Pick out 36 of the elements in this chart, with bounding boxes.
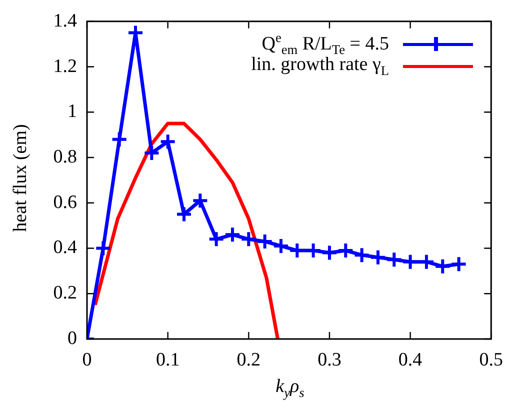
- point: [320, 244, 338, 262]
- y-tick-label: 1.4: [53, 10, 78, 32]
- point: [369, 248, 386, 266]
- y-tick-label: 1.2: [53, 56, 77, 77]
- point: [143, 144, 160, 162]
- point: [256, 232, 274, 250]
- x-axis-title: k$_{y}$ρ$_{s}$: [276, 376, 304, 401]
- point: [450, 256, 468, 273]
- y-tick-label: 1: [68, 101, 77, 122]
- x-tick-label: 0: [82, 349, 92, 370]
- point: [208, 230, 225, 248]
- point: [337, 242, 354, 260]
- point: [240, 230, 258, 248]
- y-tick-label: 0.4: [53, 237, 78, 258]
- point: [353, 246, 370, 264]
- point: [272, 237, 290, 254]
- point: [110, 130, 128, 148]
- x-tick-label: 0.4: [398, 349, 423, 370]
- point: [386, 251, 403, 268]
- point: [224, 226, 241, 244]
- y-tick-label: 0.6: [53, 192, 77, 213]
- x-tick-label: 0.2: [236, 349, 261, 370]
- y-tick-label: 0.8: [53, 146, 77, 168]
- x-tick-label: 0.3: [318, 349, 342, 370]
- point: [175, 206, 192, 223]
- x-tick-label: 0.5: [479, 349, 503, 370]
- point: [402, 253, 419, 270]
- y-tick-label: 0: [68, 328, 77, 349]
- point: [192, 192, 209, 210]
- point: [94, 240, 112, 257]
- y-tick-label: 0.2: [53, 282, 77, 304]
- x-tick-label: 0.1: [156, 349, 180, 370]
- point: [159, 133, 176, 150]
- y-axis-title: heat flux (em): [10, 124, 32, 232]
- point: [434, 258, 452, 275]
- point: [418, 253, 435, 270]
